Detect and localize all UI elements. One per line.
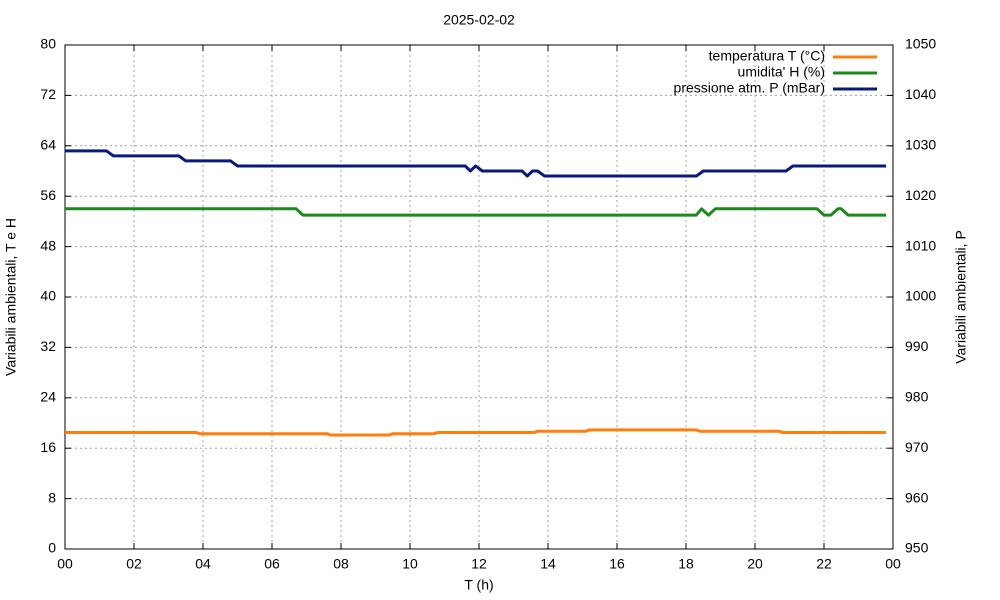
- legend-label: umidita' H (%): [738, 64, 825, 80]
- x-tick-label: 02: [126, 556, 142, 572]
- y-tick-label: 40: [40, 288, 56, 304]
- x-tick-label: 18: [678, 556, 694, 572]
- y2-axis-label: Variabili ambientali, P: [953, 230, 969, 364]
- x-tick-label: 10: [402, 556, 418, 572]
- legend-label: temperatura T (°C): [709, 48, 825, 64]
- y2-tick-label: 1020: [905, 187, 936, 203]
- y-tick-label: 0: [48, 540, 56, 556]
- y-tick-label: 16: [40, 439, 56, 455]
- y2-tick-label: 950: [905, 540, 929, 556]
- y-axis-label: Variabili ambientali, T e H: [3, 218, 19, 376]
- x-tick-label: 16: [609, 556, 625, 572]
- x-tick-label: 00: [885, 556, 901, 572]
- y2-tick-label: 1010: [905, 237, 936, 253]
- data-line: [65, 207, 887, 217]
- y-tick-label: 80: [40, 36, 56, 52]
- y2-tick-label: 970: [905, 439, 929, 455]
- x-tick-label: 00: [57, 556, 73, 572]
- y2-tick-label: 960: [905, 489, 929, 505]
- x-tick-label: 20: [747, 556, 763, 572]
- y-tick-label: 48: [40, 237, 56, 253]
- legend-label: pressione atm. P (mBar): [674, 80, 825, 96]
- x-tick-label: 08: [333, 556, 349, 572]
- plot-border: [64, 44, 894, 550]
- x-tick-label: 14: [540, 556, 556, 572]
- y-tick-label: 24: [40, 389, 56, 405]
- y2-tick-label: 1000: [905, 288, 936, 304]
- x-tick-label: 04: [195, 556, 211, 572]
- y2-tick-label: 1030: [905, 137, 936, 153]
- y-tick-label: 8: [48, 489, 56, 505]
- y2-tick-label: 980: [905, 389, 929, 405]
- chart-title: 2025-02-02: [443, 12, 515, 28]
- y2-tick-label: 1040: [905, 86, 936, 102]
- x-tick-label: 22: [816, 556, 832, 572]
- x-tick-label: 06: [264, 556, 280, 572]
- y-tick-label: 56: [40, 187, 56, 203]
- data-line: [65, 428, 887, 437]
- x-axis-label: T (h): [464, 577, 493, 593]
- y2-tick-label: 990: [905, 338, 929, 354]
- y-tick-label: 64: [40, 137, 56, 153]
- y-tick-label: 72: [40, 86, 56, 102]
- data-line: [65, 149, 887, 178]
- y-tick-label: 32: [40, 338, 56, 354]
- y2-tick-label: 1050: [905, 36, 936, 52]
- x-tick-label: 12: [471, 556, 487, 572]
